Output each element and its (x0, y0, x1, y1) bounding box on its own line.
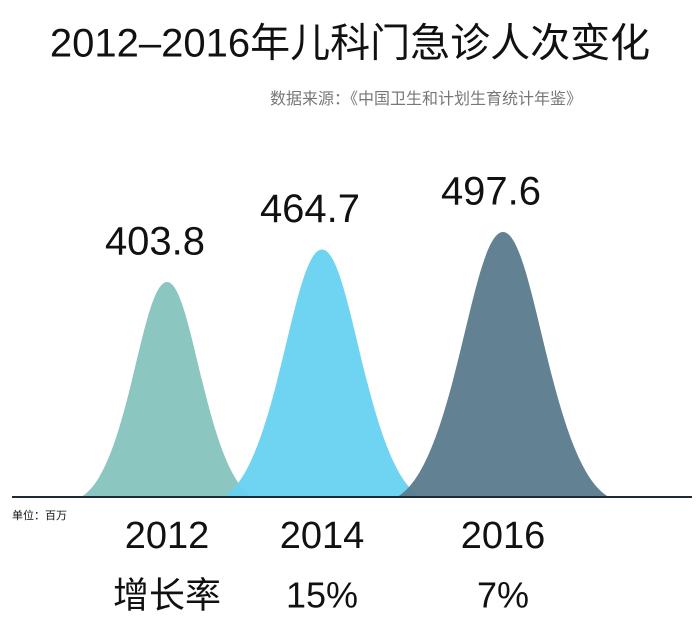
unit-label: 单位：百万 (12, 508, 67, 522)
growth-value: 15% (286, 575, 358, 616)
x-tick-label: 2014 (280, 515, 365, 557)
peak (223, 249, 421, 497)
peak (397, 232, 609, 497)
value-label: 497.6 (441, 170, 541, 214)
chart-subtitle: 数据来源：《中国卫生和计划生育统计年鉴》 (270, 90, 582, 108)
growth-value: 7% (477, 575, 529, 616)
peak (80, 281, 254, 497)
x-tick-label: 2016 (461, 515, 546, 557)
chart-title: 2012–2016年儿科门急诊人次变化 (50, 22, 650, 66)
value-label: 403.8 (105, 220, 205, 264)
value-label: 464.7 (260, 187, 360, 231)
growth-label: 增长率 (113, 575, 221, 616)
x-tick-label: 2012 (125, 515, 210, 557)
